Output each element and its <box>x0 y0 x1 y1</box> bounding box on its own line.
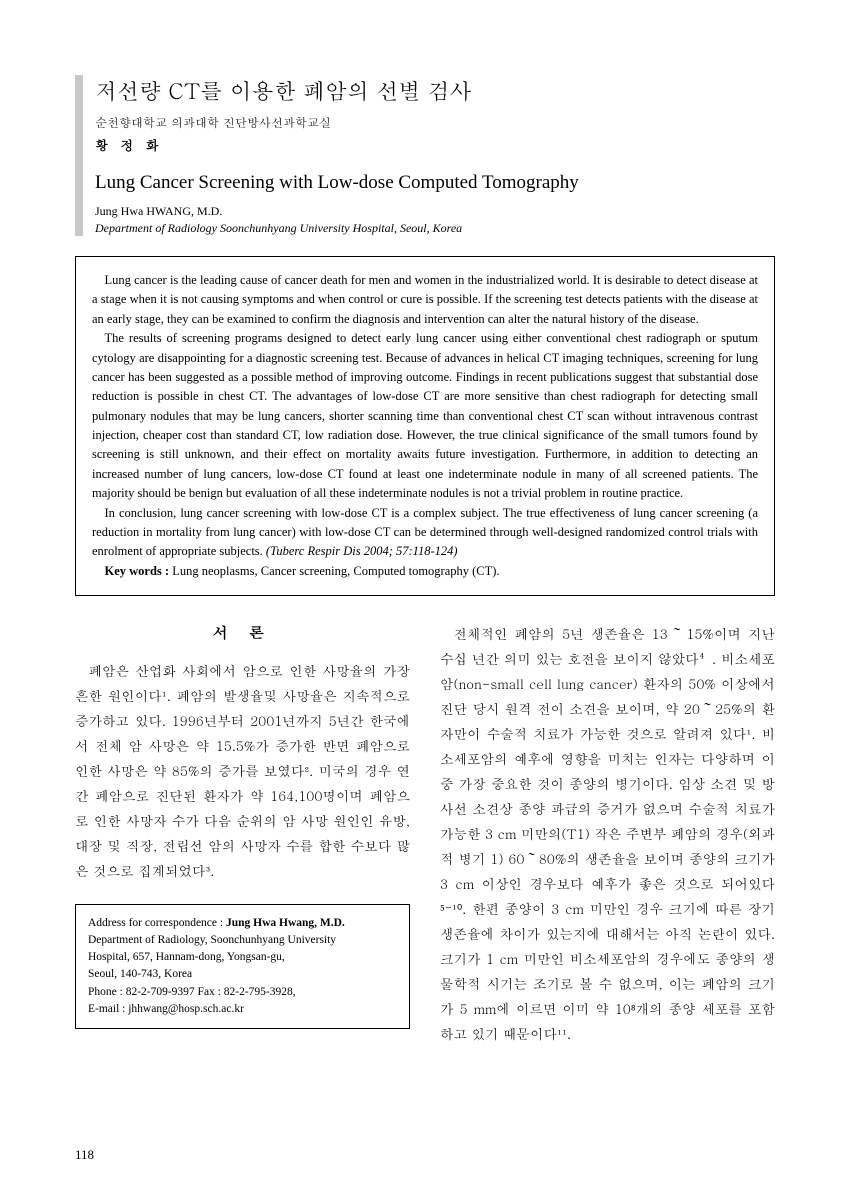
abstract-para-3: In conclusion, lung cancer screening wit… <box>92 504 758 562</box>
title-accent-bar <box>75 75 83 236</box>
correspondence-line-4: Seoul, 140-743, Korea <box>88 966 397 983</box>
correspondence-line-1: Address for correspondence : Jung Hwa Hw… <box>88 915 397 932</box>
page-number: 118 <box>75 1147 94 1163</box>
column-right: 전체적인 폐암의 5년 생존율은 13～15%이며 지난 수십 년간 의미 있는… <box>440 622 775 1046</box>
correspondence-box: Address for correspondence : Jung Hwa Hw… <box>75 904 410 1030</box>
english-title: Lung Cancer Screening with Low-dose Comp… <box>95 172 775 194</box>
korean-affiliation: 순천향대학교 의과대학 진단방사선과학교실 <box>95 114 775 131</box>
korean-author: 황 정 화 <box>95 135 775 154</box>
korean-title: 저선량 CT를 이용한 폐암의 선별 검사 <box>95 75 775 106</box>
body-columns: 서 론 폐암은 산업화 사회에서 암으로 인한 사망율의 가장 흔한 원인이다¹… <box>75 622 775 1046</box>
abstract-para-1: Lung cancer is the leading cause of canc… <box>92 271 758 329</box>
english-author: Jung Hwa HWANG, M.D. <box>95 204 775 219</box>
correspondence-name: Jung Hwa Hwang, M.D. <box>226 917 345 929</box>
body-left-p1: 폐암은 산업화 사회에서 암으로 인한 사망율의 가장 흔한 원인이다¹. 폐암… <box>75 659 410 884</box>
english-affiliation: Department of Radiology Soonchunhyang Un… <box>95 221 775 236</box>
keywords-label: Key words : <box>105 564 170 578</box>
abstract-box: Lung cancer is the leading cause of canc… <box>75 256 775 596</box>
section-heading-intro: 서 론 <box>75 622 410 643</box>
abstract-citation: (Tuberc Respir Dis 2004; 57:118-124) <box>266 544 458 558</box>
title-block: 저선량 CT를 이용한 폐암의 선별 검사 순천향대학교 의과대학 진단방사선과… <box>75 75 775 236</box>
correspondence-line-2: Department of Radiology, Soonchunhyang U… <box>88 932 397 949</box>
abstract-para-2: The results of screening programs design… <box>92 329 758 503</box>
correspondence-line-5: Phone : 82-2-709-9397 Fax : 82-2-795-392… <box>88 984 397 1001</box>
column-left: 서 론 폐암은 산업화 사회에서 암으로 인한 사망율의 가장 흔한 원인이다¹… <box>75 622 410 1046</box>
correspondence-line-6: E-mail : jhhwang@hosp.sch.ac.kr <box>88 1001 397 1018</box>
keywords-line: Key words : Lung neoplasms, Cancer scree… <box>92 562 758 581</box>
keywords-text: Lung neoplasms, Cancer screening, Comput… <box>169 564 499 578</box>
body-right-p1: 전체적인 폐암의 5년 생존율은 13～15%이며 지난 수십 년간 의미 있는… <box>440 622 775 1046</box>
correspondence-line-3: Hospital, 657, Hannam-dong, Yongsan-gu, <box>88 949 397 966</box>
